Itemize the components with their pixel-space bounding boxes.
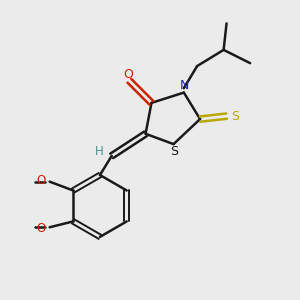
Text: S: S (170, 145, 178, 158)
Text: S: S (231, 110, 239, 123)
Text: H: H (95, 145, 104, 158)
Text: O: O (37, 222, 46, 235)
Text: O: O (123, 68, 133, 81)
Text: N: N (180, 79, 189, 92)
Text: O: O (37, 174, 46, 187)
